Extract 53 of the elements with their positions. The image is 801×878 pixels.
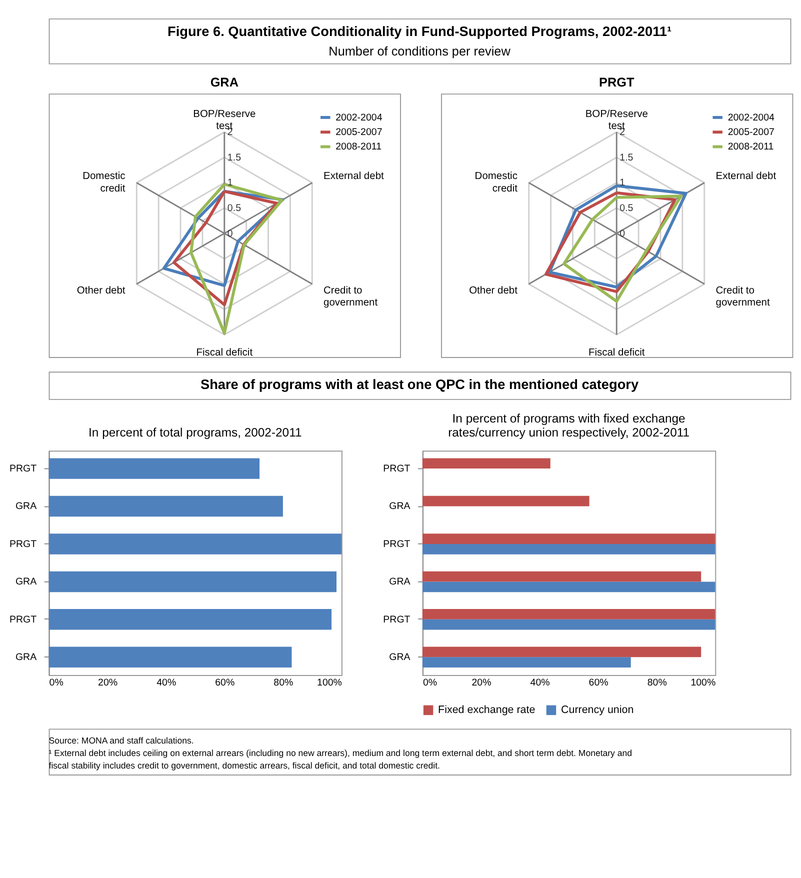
text: Share of programs with at least one QPC in the mentioned category <box>200 377 639 392</box>
legend-label: 2008-2011 <box>728 142 774 153</box>
x-tick-label: 20% <box>472 677 492 688</box>
x-tick-label: 20% <box>98 677 118 688</box>
x-tick-label: 80% <box>274 677 294 688</box>
legend-label: 2005-2007 <box>728 127 774 138</box>
y-tick-label: GRA <box>15 501 38 512</box>
chart-title: In percent of total programs, 2002-2011 <box>88 426 302 440</box>
text: Number of conditions per review <box>328 44 512 59</box>
legend-label: Fixed exchange rate <box>438 704 536 716</box>
legend-label: 2002-2004 <box>728 112 776 124</box>
y-tick-label: GRA <box>389 652 411 664</box>
y-tick-label: GRA <box>15 652 38 664</box>
spoke-label: Domestic credit <box>82 171 126 194</box>
x-tick-label: 80% <box>647 677 668 688</box>
spoke-label: Credit to government <box>324 286 378 309</box>
y-tick-label: 0.5 <box>620 202 634 214</box>
y-tick-label: PRGT <box>9 614 37 626</box>
spoke-label: Fiscal deficit <box>588 348 645 359</box>
x-tick-label: 0% <box>49 677 64 688</box>
y-tick-label: PRGT <box>383 463 410 474</box>
spoke-label: Other debt <box>469 286 518 297</box>
y-tick-label: PRGT <box>383 538 410 550</box>
spoke-label: Domestic credit <box>474 171 518 194</box>
spoke-label: Fiscal deficit <box>196 348 253 359</box>
x-tick-label: 40% <box>156 677 176 688</box>
y-tick-label: 0.5 <box>227 202 242 214</box>
y-tick-label: PRGT <box>9 538 37 550</box>
y-tick-label: GRA <box>15 576 38 588</box>
x-tick-label: 100% <box>317 677 342 688</box>
spoke-label: External debt <box>716 171 776 182</box>
text: Figure 6. Quantitative Conditionality in Fund-Supported Programs, 2002-2011¹ <box>168 24 672 39</box>
source-note: Source: MONA and staff calculations. <box>48 735 194 746</box>
y-tick-label: GRA <box>389 576 411 588</box>
y-tick-label: PRGT <box>9 463 37 474</box>
text: ¹ External debt includes ceiling on external arrears (including no new arrears), medium and long term external debt, and short term debt. Monetary and fiscal stability includes credit to government, domestic arrears, fiscal deficit, and total domestic credit. <box>48 748 632 771</box>
legend-label: Currency union <box>560 704 634 716</box>
chart-title: In percent of programs with fixed exchange rates/currency union respectively, 2002-2011 <box>448 411 690 440</box>
spoke-label: External debt <box>324 171 384 182</box>
x-tick-label: 60% <box>588 677 609 688</box>
y-tick-label: PRGT <box>383 614 410 626</box>
x-tick-label: 40% <box>530 677 550 688</box>
y-tick-label: GRA <box>389 501 411 512</box>
x-tick-label: 100% <box>690 677 716 688</box>
legend-label: 2008-2011 <box>336 142 382 153</box>
spoke-label: Other debt <box>76 286 126 297</box>
y-tick-label: 1.5 <box>620 152 634 164</box>
y-tick-label: 1.5 <box>227 152 242 164</box>
spoke-label: Credit to government <box>716 286 770 309</box>
x-tick-label: 0% <box>422 677 438 688</box>
legend-label: 2005-2007 <box>336 127 382 138</box>
legend-label: 2002-2004 <box>336 112 383 124</box>
x-tick-label: 60% <box>215 677 235 688</box>
